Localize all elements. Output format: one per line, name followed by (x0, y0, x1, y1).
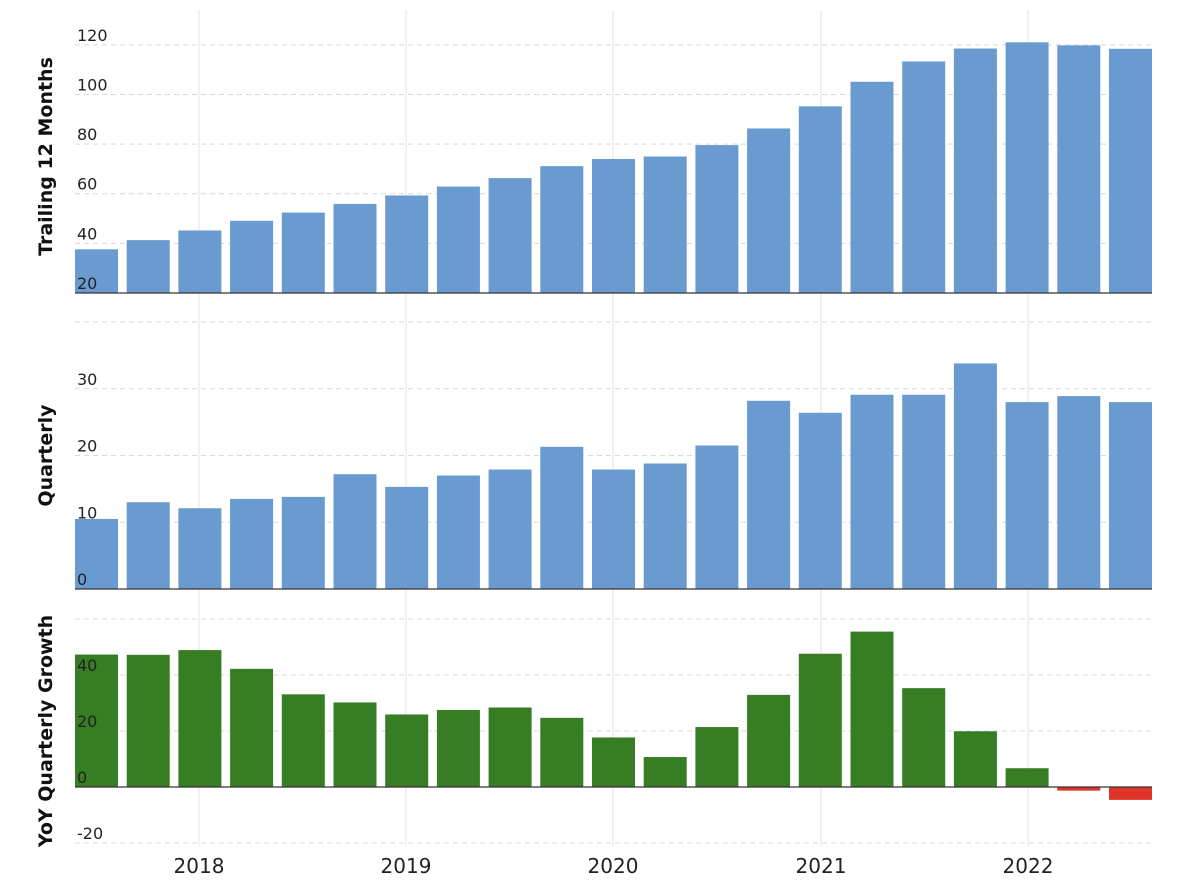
bar (1109, 787, 1152, 800)
bar (126, 654, 170, 787)
bar (436, 475, 480, 589)
panel-yoy-quarterly-growth: -20 0 20 40 YoY Quarterly Growth (35, 615, 1152, 848)
bar (1057, 45, 1101, 293)
bar (178, 650, 222, 787)
bar (1005, 402, 1049, 589)
x-tick-label: 2020 (588, 854, 639, 878)
y-tick-label: 20 (77, 437, 97, 456)
bar (902, 394, 946, 589)
bar (798, 412, 842, 589)
bar (178, 230, 222, 293)
bar (592, 469, 635, 589)
bar (1005, 768, 1049, 787)
panel-quarterly: 0 10 20 30 Quarterly (35, 321, 1152, 590)
bar (488, 469, 532, 589)
bar (75, 654, 118, 787)
bar (126, 502, 170, 589)
bar (798, 653, 842, 787)
bar (333, 702, 377, 787)
bar (540, 717, 584, 787)
bar (902, 61, 946, 293)
bar (643, 463, 687, 589)
bar (1109, 48, 1152, 293)
bar (333, 203, 377, 293)
bar (281, 212, 325, 293)
x-tick-label: 2018 (174, 854, 225, 878)
bar (798, 106, 842, 293)
bar (1057, 787, 1101, 791)
bar (540, 446, 584, 589)
y-tick-label: 100 (77, 75, 108, 94)
y-tick-label: 20 (77, 274, 97, 293)
y-axis-label: Trailing 12 Months (35, 57, 57, 256)
bar (436, 710, 480, 787)
bar (592, 158, 635, 293)
y-tick-label: 10 (77, 503, 97, 522)
y-tick-label: 0 (77, 570, 87, 589)
y-tick-label: 20 (77, 712, 97, 731)
y-tick-label: 0 (77, 768, 87, 787)
y-axis-label: YoY Quarterly Growth (35, 615, 57, 848)
bar (747, 694, 791, 787)
y-tick-label: 40 (77, 656, 97, 675)
bar (385, 486, 429, 589)
y-tick-label: 30 (77, 370, 97, 389)
bar (902, 688, 946, 787)
x-axis: 2018 2019 2020 2021 2022 (174, 854, 1054, 878)
panel-trailing-12-months: 20 40 60 80 100 120 Trailing 12 Months (35, 26, 1152, 294)
bar (747, 400, 791, 589)
y-tick-label: -20 (77, 824, 103, 843)
x-tick-label: 2022 (1003, 854, 1054, 878)
bar (953, 363, 997, 589)
y-tick-label: 80 (77, 125, 97, 144)
bar (281, 694, 325, 787)
x-tick-label: 2019 (381, 854, 432, 878)
bar (126, 240, 170, 293)
bar (436, 186, 480, 293)
bar (695, 445, 739, 589)
bar (540, 166, 584, 293)
x-tick-label: 2021 (796, 854, 847, 878)
bar (385, 195, 429, 293)
bar (230, 220, 274, 293)
bar (281, 496, 325, 589)
bar (385, 714, 429, 787)
bar (1005, 42, 1049, 293)
bar (850, 631, 894, 787)
bar (747, 128, 791, 293)
y-tick-label: 120 (77, 26, 108, 45)
bar (488, 707, 532, 787)
bar (850, 394, 894, 589)
bar (643, 156, 687, 293)
bar (643, 757, 687, 787)
bar (850, 81, 894, 293)
bar (953, 48, 997, 293)
bar (1057, 396, 1101, 589)
bar (1109, 402, 1152, 589)
y-axis-label: Quarterly (35, 404, 57, 507)
y-tick-label: 60 (77, 175, 97, 194)
bar (230, 668, 274, 787)
bar (178, 508, 222, 589)
bar (953, 731, 997, 787)
y-tick-label: 40 (77, 224, 97, 243)
bar (695, 727, 739, 787)
bar (488, 178, 532, 293)
bar (230, 498, 274, 589)
bar (333, 474, 377, 589)
bar (75, 249, 118, 293)
bar (75, 518, 118, 589)
bar (592, 737, 635, 787)
bar (695, 145, 739, 293)
